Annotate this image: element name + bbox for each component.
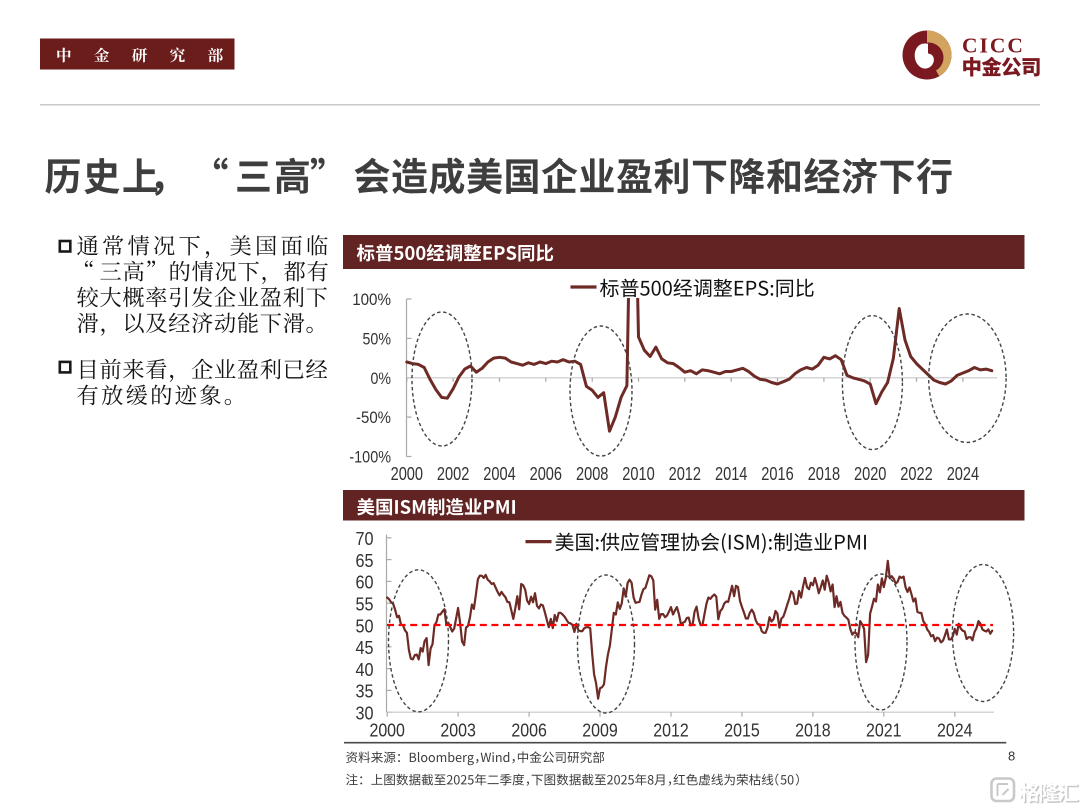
svg-text:2024: 2024: [947, 464, 979, 484]
svg-text:60: 60: [356, 572, 374, 593]
svg-text:2010: 2010: [622, 464, 654, 484]
svg-text:2002: 2002: [437, 464, 469, 484]
svg-text:2022: 2022: [900, 464, 932, 484]
svg-text:2008: 2008: [576, 464, 608, 484]
svg-text:-50%: -50%: [356, 409, 391, 427]
svg-text:2018: 2018: [808, 464, 840, 484]
svg-text:35: 35: [356, 681, 374, 702]
svg-text:2009: 2009: [582, 720, 618, 740]
svg-text:2000: 2000: [391, 464, 423, 484]
svg-text:2012: 2012: [653, 720, 689, 740]
svg-text:8: 8: [1008, 749, 1015, 764]
svg-text:40: 40: [356, 659, 374, 680]
svg-text:2006: 2006: [511, 720, 547, 740]
svg-text:30: 30: [356, 703, 374, 724]
svg-text:0%: 0%: [371, 370, 392, 388]
svg-text:2018: 2018: [795, 720, 831, 740]
svg-text:2024: 2024: [937, 720, 973, 740]
svg-text:50%: 50%: [363, 330, 392, 348]
svg-text:50: 50: [356, 615, 374, 636]
svg-text:2012: 2012: [669, 464, 701, 484]
svg-text:55: 55: [356, 594, 374, 615]
svg-text:2003: 2003: [440, 720, 476, 740]
svg-text:65: 65: [356, 550, 374, 571]
svg-text:70: 70: [356, 528, 374, 549]
svg-text:45: 45: [356, 637, 374, 658]
svg-text:CICC: CICC: [962, 34, 1025, 58]
svg-text:2020: 2020: [854, 464, 886, 484]
svg-text:2016: 2016: [761, 464, 793, 484]
svg-text:2000: 2000: [369, 720, 405, 740]
svg-text:2006: 2006: [530, 464, 562, 484]
svg-text:2014: 2014: [715, 464, 747, 484]
svg-text:-100%: -100%: [349, 449, 391, 467]
svg-text:2021: 2021: [866, 720, 902, 740]
svg-text:2004: 2004: [483, 464, 515, 484]
svg-text:2015: 2015: [724, 720, 760, 740]
svg-text:100%: 100%: [352, 291, 391, 309]
